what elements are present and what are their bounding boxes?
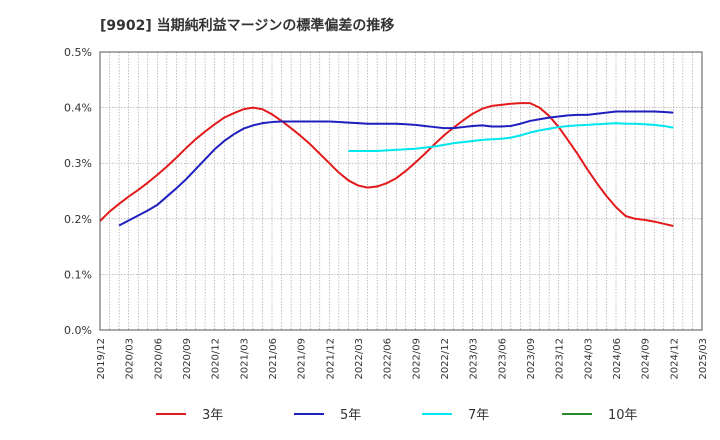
y-tick-label: 0.2% bbox=[64, 213, 92, 226]
y-tick-label: 0.1% bbox=[64, 268, 92, 281]
axes: 0.0% 0.1% 0.2% 0.3% 0.4% 0.5% 2019/12 2020/03 20… bbox=[64, 46, 709, 380]
series-line-3 bbox=[348, 122, 674, 152]
x-tick-label: 2022/06 bbox=[383, 338, 394, 380]
x-tick-label: 2024/09 bbox=[641, 338, 652, 380]
legend-item-2[interactable]: 5年 bbox=[294, 408, 361, 423]
x-tick-label: 2023/12 bbox=[555, 338, 566, 380]
grid bbox=[100, 52, 702, 330]
legend[interactable]: 3年 5年 7年 10年 bbox=[156, 408, 638, 423]
legend-label: 10年 bbox=[608, 408, 638, 423]
x-tick-label: 2021/09 bbox=[297, 338, 308, 380]
y-tick-label: 0.3% bbox=[64, 157, 92, 170]
series-line-2 bbox=[118, 110, 674, 227]
x-tick-label: 2019/12 bbox=[96, 338, 107, 380]
x-tick-label: 2021/03 bbox=[239, 338, 250, 380]
x-tick-label: 2024/03 bbox=[583, 338, 594, 380]
series-layer bbox=[99, 102, 674, 228]
x-tick-label: 2022/03 bbox=[354, 338, 365, 380]
x-tick-label: 2020/06 bbox=[153, 338, 164, 380]
legend-label: 5年 bbox=[340, 408, 361, 423]
x-tick-label: 2020/12 bbox=[211, 338, 222, 380]
x-tick-label: 2022/09 bbox=[411, 338, 422, 380]
legend-label: 7年 bbox=[468, 408, 489, 423]
x-tick-label: 2021/12 bbox=[325, 338, 336, 380]
x-tick-label: 2023/09 bbox=[526, 338, 537, 380]
legend-item-3[interactable]: 7年 bbox=[422, 408, 489, 423]
x-tick-label: 2023/06 bbox=[497, 338, 508, 380]
y-tick-label: 0.5% bbox=[64, 46, 92, 59]
x-tick-label: 2020/09 bbox=[182, 338, 193, 380]
legend-label: 3年 bbox=[202, 408, 223, 423]
x-tick-label: 2022/12 bbox=[440, 338, 451, 380]
plot-frame bbox=[99, 51, 703, 331]
chart-title: [9902] 当期純利益マージンの標準偏差の推移 bbox=[100, 17, 394, 34]
y-tick-label: 0.4% bbox=[64, 102, 92, 115]
legend-item-4[interactable]: 10年 bbox=[562, 408, 638, 423]
x-tick-label: 2020/03 bbox=[125, 338, 136, 380]
x-tick-label: 2023/03 bbox=[469, 338, 480, 380]
x-tick-label: 2024/06 bbox=[612, 338, 623, 380]
x-tick-label: 2024/12 bbox=[669, 338, 680, 380]
y-tick-label: 0.0% bbox=[64, 324, 92, 337]
series-line-1 bbox=[99, 102, 674, 228]
plot-area bbox=[100, 52, 702, 330]
legend-item-1[interactable]: 3年 bbox=[156, 408, 223, 423]
x-tick-label: 2025/03 bbox=[698, 338, 709, 380]
x-tick-label: 2021/06 bbox=[268, 338, 279, 380]
